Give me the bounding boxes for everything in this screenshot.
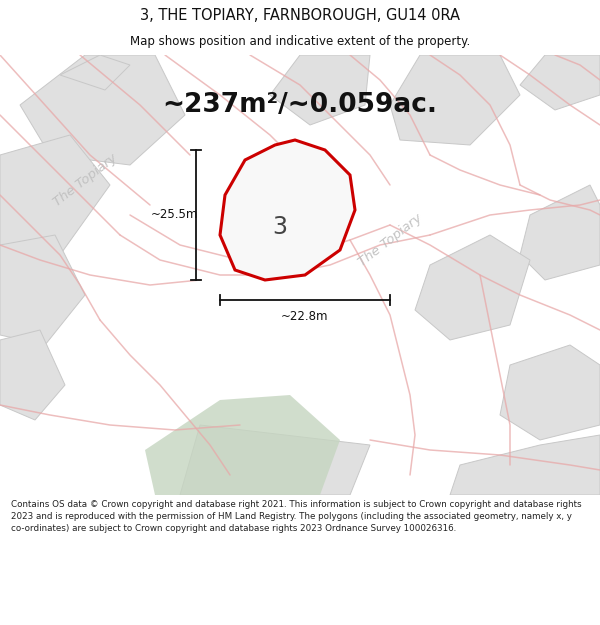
Polygon shape xyxy=(390,55,520,145)
Polygon shape xyxy=(0,135,110,255)
Polygon shape xyxy=(0,330,65,420)
Polygon shape xyxy=(500,345,600,440)
Polygon shape xyxy=(220,140,355,280)
Polygon shape xyxy=(520,55,600,110)
Polygon shape xyxy=(270,55,370,125)
Text: The Topiary: The Topiary xyxy=(356,211,424,269)
Text: ~25.5m: ~25.5m xyxy=(151,209,197,221)
Polygon shape xyxy=(450,435,600,495)
Polygon shape xyxy=(60,55,130,90)
Text: 3: 3 xyxy=(272,215,287,239)
Text: Contains OS data © Crown copyright and database right 2021. This information is : Contains OS data © Crown copyright and d… xyxy=(11,500,581,532)
Polygon shape xyxy=(20,55,185,165)
Polygon shape xyxy=(0,235,85,345)
Text: The Topiary: The Topiary xyxy=(50,151,119,209)
Polygon shape xyxy=(415,235,530,340)
Text: Map shows position and indicative extent of the property.: Map shows position and indicative extent… xyxy=(130,35,470,48)
Text: ~22.8m: ~22.8m xyxy=(281,309,329,322)
Polygon shape xyxy=(145,395,340,495)
Polygon shape xyxy=(520,185,600,280)
Polygon shape xyxy=(180,425,370,495)
Text: 3, THE TOPIARY, FARNBOROUGH, GU14 0RA: 3, THE TOPIARY, FARNBOROUGH, GU14 0RA xyxy=(140,8,460,23)
Text: ~237m²/~0.059ac.: ~237m²/~0.059ac. xyxy=(163,92,437,118)
